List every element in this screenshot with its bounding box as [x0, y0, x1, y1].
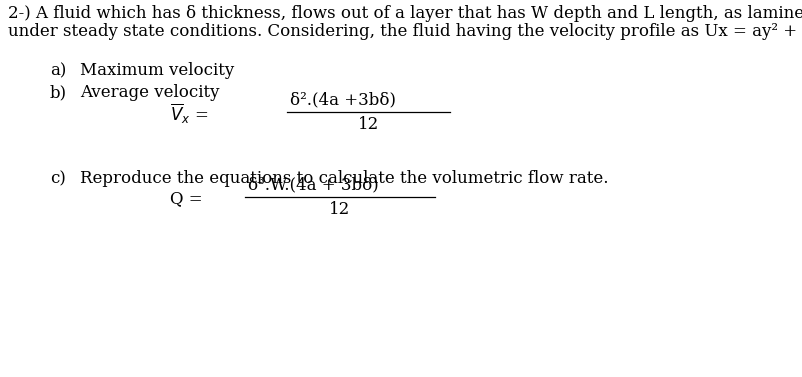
Text: c): c) — [50, 170, 66, 187]
Text: Maximum velocity: Maximum velocity — [80, 62, 234, 79]
Text: Average velocity: Average velocity — [80, 84, 219, 101]
Text: Q =: Q = — [170, 190, 208, 207]
Text: Reproduce the equations to calculate the volumetric flow rate.: Reproduce the equations to calculate the… — [80, 170, 608, 187]
Text: b): b) — [50, 84, 67, 101]
Text: $\overline{V}_{x}$ =: $\overline{V}_{x}$ = — [170, 102, 208, 126]
Text: 2-) A fluid which has δ thickness, flows out of a layer that has W depth and L l: 2-) A fluid which has δ thickness, flows… — [8, 5, 802, 22]
Text: under steady state conditions. Considering, the fluid having the velocity profil: under steady state conditions. Consideri… — [8, 23, 802, 40]
Text: 12: 12 — [329, 201, 350, 218]
Text: δ³.W.(4a + 3bδ): δ³.W.(4a + 3bδ) — [248, 176, 379, 193]
Text: δ².(4a +3bδ): δ².(4a +3bδ) — [290, 91, 395, 108]
Text: 12: 12 — [358, 116, 379, 133]
Text: a): a) — [50, 62, 67, 79]
